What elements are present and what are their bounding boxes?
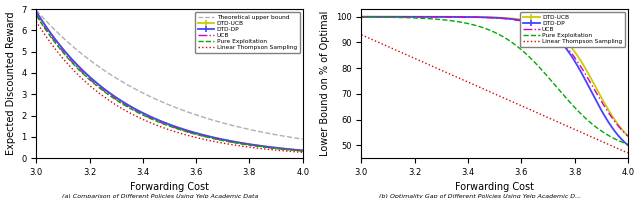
Legend: DTD-UCB, DTD-DP, UCB, Pure Exploitation, Linear Thompson Sampling: DTD-UCB, DTD-DP, UCB, Pure Exploitation,…: [520, 12, 625, 47]
Text: (b) Optimality Gap of Different Policies Using Yelp Academic D...: (b) Optimality Gap of Different Policies…: [379, 194, 581, 198]
X-axis label: Forwarding Cost: Forwarding Cost: [130, 182, 209, 192]
Legend: Theoretical upper bound, DTD-UCB, DTD-DP, UCB, Pure Exploitation, Linear Thompso: Theoretical upper bound, DTD-UCB, DTD-DP…: [195, 12, 300, 53]
Y-axis label: Expected Discounted Reward: Expected Discounted Reward: [6, 12, 15, 155]
Y-axis label: Lower Bound on % of Optimal: Lower Bound on % of Optimal: [321, 11, 330, 156]
Text: (a) Comparison of Different Policies Using Yelp Academic Data: (a) Comparison of Different Policies Usi…: [62, 194, 258, 198]
X-axis label: Forwarding Cost: Forwarding Cost: [455, 182, 534, 192]
